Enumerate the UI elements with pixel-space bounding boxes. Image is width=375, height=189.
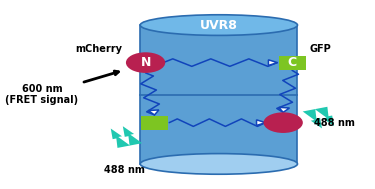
- Polygon shape: [256, 120, 265, 125]
- Bar: [140, 25, 297, 164]
- Bar: [141, 116, 168, 130]
- Text: N: N: [140, 56, 151, 69]
- Ellipse shape: [140, 154, 297, 174]
- Polygon shape: [315, 107, 334, 126]
- Polygon shape: [148, 110, 159, 115]
- Text: UVR8: UVR8: [200, 19, 238, 32]
- Text: GFP: GFP: [309, 44, 331, 54]
- Polygon shape: [268, 60, 278, 65]
- Circle shape: [264, 112, 303, 133]
- Circle shape: [126, 52, 165, 73]
- Text: 600 nm
(FRET signal): 600 nm (FRET signal): [5, 71, 118, 105]
- Polygon shape: [279, 107, 290, 112]
- Ellipse shape: [140, 15, 297, 35]
- Text: 488 nm: 488 nm: [314, 118, 355, 128]
- Bar: [279, 56, 306, 70]
- Text: mCherry: mCherry: [75, 44, 122, 54]
- Polygon shape: [303, 109, 322, 129]
- Polygon shape: [123, 126, 142, 146]
- Text: C: C: [288, 56, 297, 69]
- Text: 488 nm: 488 nm: [104, 166, 145, 175]
- Polygon shape: [111, 129, 130, 148]
